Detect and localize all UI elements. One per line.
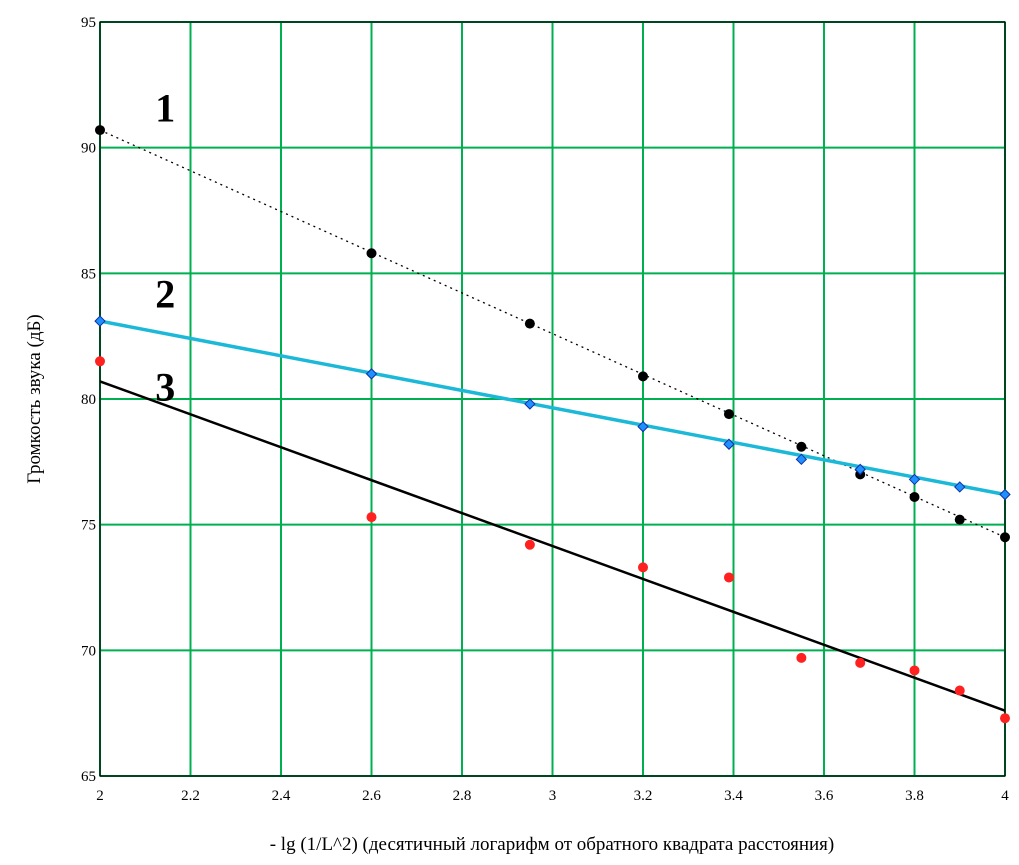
series-2-fit-line xyxy=(99,319,1006,497)
markers xyxy=(94,125,1011,724)
series-2-point xyxy=(637,420,649,433)
series-2-point xyxy=(854,463,866,476)
series-1-point xyxy=(95,125,105,136)
y-tick-label: 90 xyxy=(81,141,96,157)
y-tick-label: 80 xyxy=(81,392,96,408)
series-1-point xyxy=(796,441,807,452)
x-axis-ticks: 2 2.2 2.4 2.6 2.8 3 3.2 3.4 3.6 3.8 4 xyxy=(96,788,1009,804)
series-1-point xyxy=(366,248,377,259)
x-tick-label: 2 xyxy=(96,788,104,804)
plot-frame xyxy=(99,21,1006,777)
y-tick-label: 75 xyxy=(81,518,96,534)
curve-label-1: 1 xyxy=(155,85,175,130)
series-3-point xyxy=(638,562,648,573)
series-3-point xyxy=(954,685,965,696)
series-2-point xyxy=(954,481,966,493)
series-1-point xyxy=(524,318,535,329)
series-2-point xyxy=(999,488,1011,501)
series-3-point xyxy=(909,665,920,676)
fit-lines xyxy=(99,129,1006,712)
series-1-point xyxy=(909,492,920,503)
x-tick-label: 3.4 xyxy=(724,788,743,804)
series-2-point xyxy=(365,368,378,380)
series-3-point xyxy=(524,539,535,550)
series-1-point xyxy=(1000,532,1010,543)
series-2-point xyxy=(795,453,808,466)
series-1-point xyxy=(638,371,648,382)
grid xyxy=(99,21,1006,777)
series-2-point xyxy=(524,398,536,410)
series-1-point xyxy=(723,409,734,420)
curve-label-2: 2 xyxy=(155,271,175,316)
curve-label-3: 3 xyxy=(155,364,175,409)
series-2-point xyxy=(908,473,921,486)
series-1-point xyxy=(954,514,965,525)
series-2-point xyxy=(723,438,735,450)
y-tick-label: 70 xyxy=(81,643,96,659)
series-2-point xyxy=(94,315,106,327)
x-tick-label: 3.2 xyxy=(634,788,653,804)
y-tick-label: 65 xyxy=(81,769,96,785)
series-3-point xyxy=(1000,713,1010,724)
y-tick-label: 95 xyxy=(81,15,96,31)
x-tick-label: 2.4 xyxy=(272,788,291,804)
y-axis-label: Громкость звука (дБ) xyxy=(24,314,45,484)
x-tick-label: 2.8 xyxy=(453,788,472,804)
series-3-point xyxy=(95,356,105,367)
y-axis-ticks: 65 70 75 80 85 90 95 xyxy=(81,15,96,785)
x-tick-label: 2.2 xyxy=(181,788,200,804)
series-3-fit-line xyxy=(99,380,1006,712)
x-axis-label: - lg (1/L^2) (десятичный логарифм от обр… xyxy=(270,834,835,855)
series-3-point xyxy=(366,512,377,523)
x-tick-label: 4 xyxy=(1001,788,1009,804)
x-tick-label: 3.8 xyxy=(905,788,924,804)
x-tick-label: 3 xyxy=(549,788,557,804)
x-tick-label: 3.6 xyxy=(815,788,834,804)
y-tick-label: 85 xyxy=(81,266,96,282)
x-tick-label: 2.6 xyxy=(362,788,381,804)
series-3-point xyxy=(855,657,866,668)
series-3-point xyxy=(796,652,807,663)
curve-labels: 1 2 3 xyxy=(155,85,175,409)
series-3-point xyxy=(723,572,734,583)
